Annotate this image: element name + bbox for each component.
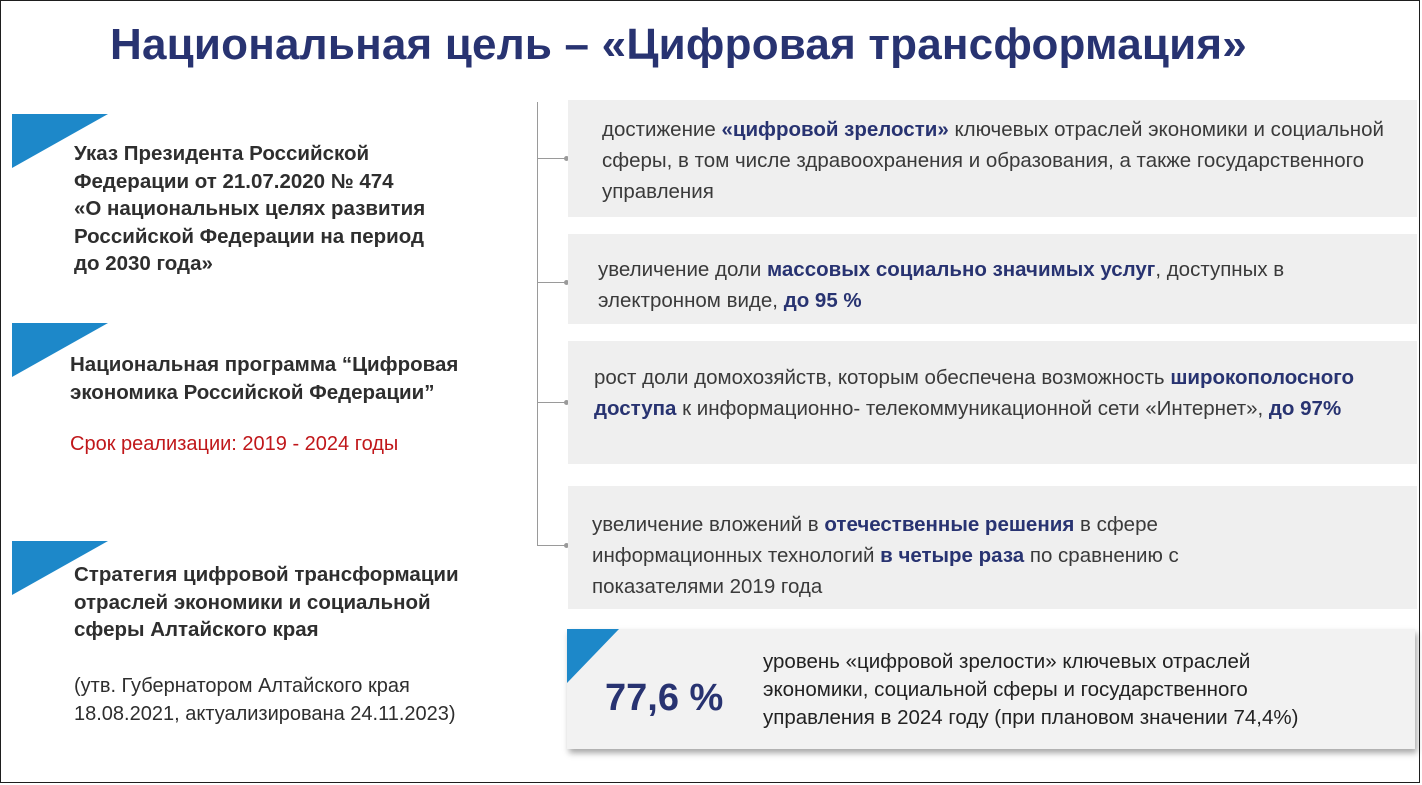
program-heading: Национальная программа “Цифровая экономи…: [70, 351, 520, 406]
connector-dot: [564, 400, 569, 405]
strategy-line: сферы Алтайского края: [74, 618, 319, 641]
strategy-line: Стратегия цифровой трансформации: [74, 563, 459, 586]
strategy-line: отраслей экономики и социальной: [74, 590, 431, 614]
program-accent-triangle: [12, 323, 108, 377]
program-line: Национальная программа “Цифровая: [70, 353, 459, 376]
connector-branch: [537, 158, 567, 159]
goal-text: увеличение вложений в отечественные реше…: [592, 513, 1179, 598]
connector-branch: [537, 402, 567, 403]
strategy-note-line: 18.08.2021, актуализирована 24.11.2023): [74, 703, 456, 725]
program-term: Срок реализации: 2019 - 2024 годы: [70, 433, 399, 455]
goal-text: рост доли домохозяйств, которым обеспече…: [594, 366, 1355, 420]
goal-card: достижение «цифровой зрелости» ключевых …: [568, 100, 1417, 217]
goal-text: увеличение доли массовых социально значи…: [598, 258, 1285, 312]
decree-accent-triangle: [12, 114, 108, 168]
strategy-accent-triangle: [12, 541, 108, 595]
result-card: 77,6 % уровень «цифровой зрелости» ключе…: [567, 629, 1415, 749]
result-accent-triangle: [567, 629, 619, 683]
decree-line: Указ Президента Российской: [74, 142, 370, 165]
decree-line: Российской Федерации на период: [74, 224, 425, 248]
decree-line: Федерации от 21.07.2020 № 474: [74, 169, 394, 193]
slide-title: Национальная цель – «Цифровая трансформа…: [110, 20, 1247, 69]
result-line: управления в 2024 году (при плановом зна…: [763, 706, 1299, 729]
connector-dot: [564, 156, 569, 161]
connector-branch: [537, 545, 567, 546]
goal-card: увеличение вложений в отечественные реше…: [568, 486, 1417, 609]
result-description: уровень «цифровой зрелости» ключевых отр…: [763, 648, 1298, 732]
decree-line: до 2030 года»: [74, 252, 213, 275]
strategy-heading: Стратегия цифровой трансформации отрасле…: [74, 561, 524, 644]
connector-dot: [564, 543, 569, 548]
program-line: экономика Российской Федерации”: [70, 380, 435, 404]
goal-card: рост доли домохозяйств, которым обеспече…: [568, 341, 1417, 464]
decree-heading: Указ Президента Российской Федерации от …: [74, 140, 514, 278]
strategy-note-line: (утв. Губернатором Алтайского края: [74, 675, 410, 697]
strategy-note: (утв. Губернатором Алтайского края 18.08…: [74, 672, 524, 728]
goal-text: достижение «цифровой зрелости» ключевых …: [602, 118, 1384, 203]
connector-dot: [564, 280, 569, 285]
result-value: 77,6 %: [605, 677, 724, 719]
goal-card: увеличение доли массовых социально значи…: [568, 234, 1417, 324]
result-line: уровень «цифровой зрелости» ключевых отр…: [763, 650, 1251, 673]
decree-line: «О национальных целях развития: [74, 197, 426, 220]
result-line: экономики, социальной сферы и государств…: [763, 678, 1248, 701]
connector-line: [537, 102, 538, 546]
connector-branch: [537, 282, 567, 283]
